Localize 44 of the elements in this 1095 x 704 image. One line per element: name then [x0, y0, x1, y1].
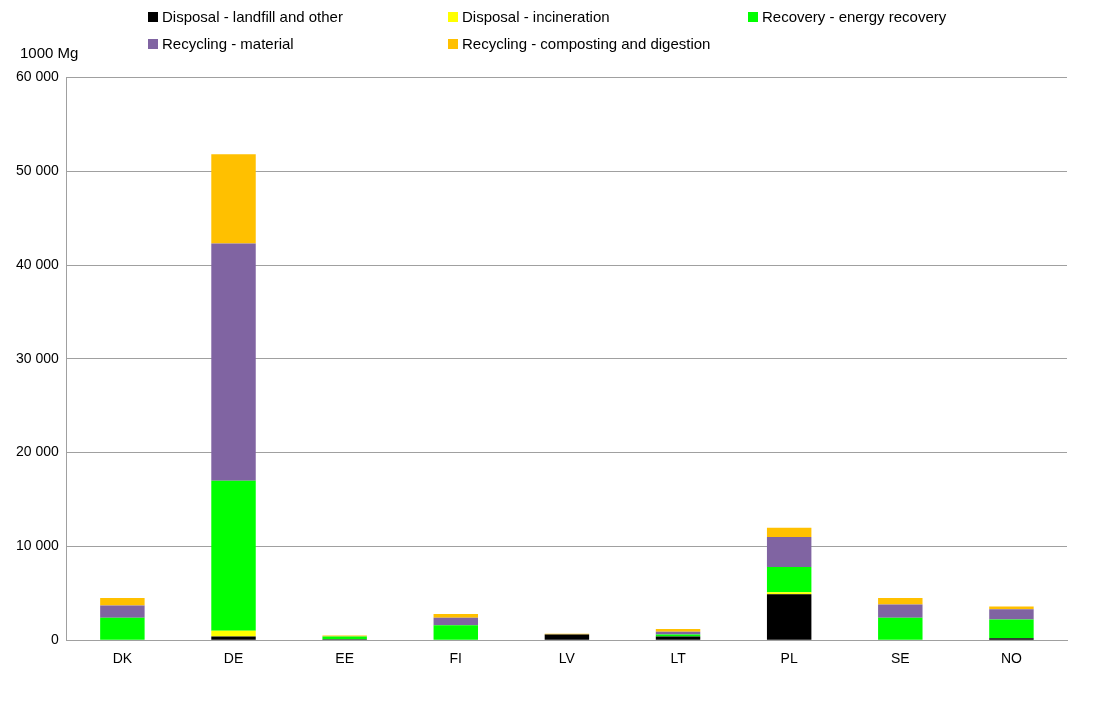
bar: [433, 625, 479, 640]
y-tick-label: 60 000: [15, 68, 60, 85]
bar: [766, 537, 812, 568]
x-tick-label: DE: [223, 650, 244, 667]
bar: [433, 613, 479, 618]
bar: [211, 480, 256, 631]
x-tick-label: EE: [335, 650, 354, 667]
bar: [544, 634, 590, 640]
bar: [433, 617, 479, 626]
x-tick-label: LT: [670, 650, 687, 667]
bar: [878, 597, 923, 605]
bar: [878, 604, 923, 618]
y-tick-label: 20 000: [15, 443, 60, 460]
legend-label: Recovery - energy recovery: [762, 8, 947, 25]
x-tick-label: NO: [1000, 650, 1023, 667]
x-tick-label: LV: [558, 650, 576, 667]
legend-label: Disposal - incineration: [462, 8, 610, 25]
bar: [211, 154, 256, 244]
y-axis-title: 1000 Mg: [20, 44, 79, 61]
bar: [100, 617, 145, 640]
bar: [989, 606, 1034, 610]
bar: [100, 605, 145, 618]
y-tick-label: 10 000: [15, 537, 60, 554]
bar: [211, 636, 256, 640]
x-tick-label: DK: [112, 650, 133, 667]
x-tick-label: PL: [780, 650, 798, 667]
legend-label: Recycling - material: [162, 35, 294, 52]
bar: [100, 597, 145, 606]
bar: [878, 617, 923, 640]
bar: [989, 619, 1034, 639]
x-tick-label: SE: [890, 650, 910, 667]
bar: [766, 567, 812, 593]
bar: [211, 630, 256, 637]
legend-label: Disposal - landfill and other: [162, 8, 343, 25]
y-tick-label: 0: [51, 631, 60, 648]
x-tick-label: FI: [449, 650, 463, 667]
y-tick-label: 50 000: [15, 162, 60, 179]
y-tick-label: 30 000: [15, 349, 60, 366]
bar: [766, 594, 812, 640]
bar: [211, 243, 256, 481]
bar: [766, 527, 812, 538]
bar: [989, 609, 1034, 620]
y-tick-label: 40 000: [15, 255, 60, 272]
legend-label: Recycling - composting and digestion: [462, 35, 711, 52]
